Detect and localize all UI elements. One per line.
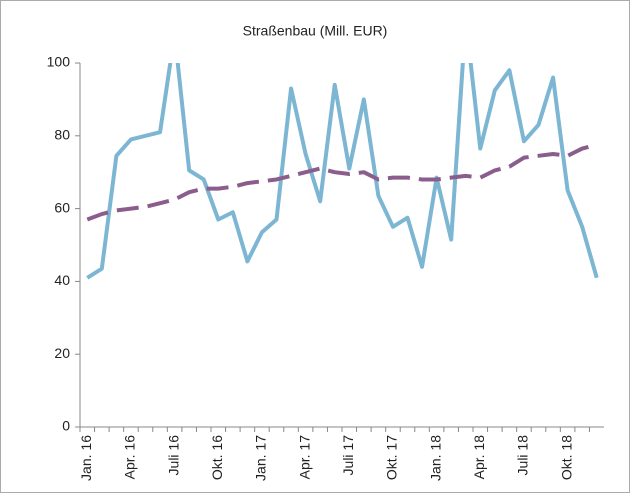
- line-series: [86, 63, 599, 280]
- x-tick-label: Apr. 16: [122, 435, 138, 480]
- x-tick-label: Apr. 18: [471, 435, 487, 480]
- x-tick-label: Juli 16: [165, 435, 181, 476]
- chart-title: Straßenbau (Mill. EUR): [243, 23, 388, 39]
- y-tick-label: 20: [54, 345, 70, 361]
- x-tick-label: Apr. 17: [296, 435, 312, 480]
- y-tick-label: 60: [54, 199, 70, 215]
- x-tick-label: Jan. 16: [78, 435, 94, 481]
- y-tick-label: 100: [47, 54, 71, 70]
- x-tick-label: Juli 17: [340, 435, 356, 476]
- x-tick-label: Okt. 16: [209, 435, 225, 480]
- line-series: [86, 142, 598, 222]
- x-tick-label: Okt. 17: [384, 435, 400, 480]
- plot-area: [86, 63, 599, 280]
- x-tick-label: Okt. 18: [558, 435, 574, 480]
- y-tick-label: 80: [54, 127, 70, 143]
- y-tick-label: 40: [54, 272, 70, 288]
- x-tick-label: Juli 18: [515, 435, 531, 476]
- x-tick-label: Jan. 17: [253, 435, 269, 481]
- x-tick-label: Jan. 18: [427, 435, 443, 481]
- y-tick-label: 0: [62, 418, 70, 434]
